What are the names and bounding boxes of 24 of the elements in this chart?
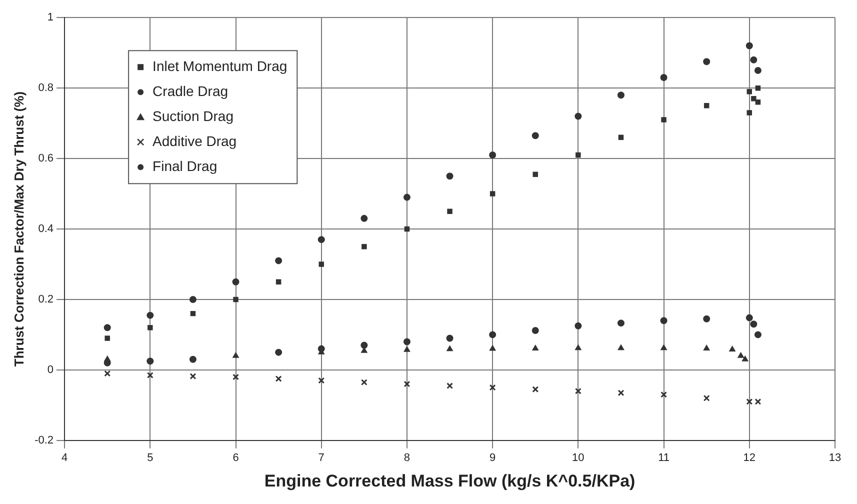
x-tick-label: 13 (828, 452, 842, 464)
legend-label: Cradle Drag (152, 82, 228, 99)
y-tick-label: 0.2 (38, 294, 54, 306)
legend-label: Inlet Momentum Drag (152, 58, 288, 74)
x-tick-label: 5 (147, 452, 154, 464)
y-tick-label: 0.4 (38, 223, 54, 236)
y-tick-label: -0.2 (34, 434, 54, 446)
x-tick-label: 8 (404, 452, 410, 464)
y-axis-title: Thrust Correction Factor/Max Dry Thrust (%) (11, 91, 26, 367)
x-tick-label: 4 (61, 452, 68, 464)
x-tick-label: 7 (318, 452, 324, 464)
y-tick-label: 0 (47, 364, 54, 376)
y-tick-label: 0.6 (38, 152, 54, 165)
x-tick-label: 12 (743, 452, 756, 464)
y-tick-label: 0.8 (38, 82, 54, 94)
x-tick-label: 11 (658, 452, 670, 464)
legend-label: Final Drag (152, 158, 218, 174)
x-tick-label: 9 (490, 452, 496, 464)
legend-label: Additive Drag (152, 132, 237, 149)
x-axis-title: Engine Corrected Mass Flow (kg/s K^0.5/KPa) (264, 471, 636, 490)
y-tick-label: 1 (47, 12, 54, 24)
x-tick-label: 6 (232, 452, 239, 464)
legend-label: Suction Drag (152, 108, 234, 124)
x-tick-label: 10 (572, 452, 584, 464)
